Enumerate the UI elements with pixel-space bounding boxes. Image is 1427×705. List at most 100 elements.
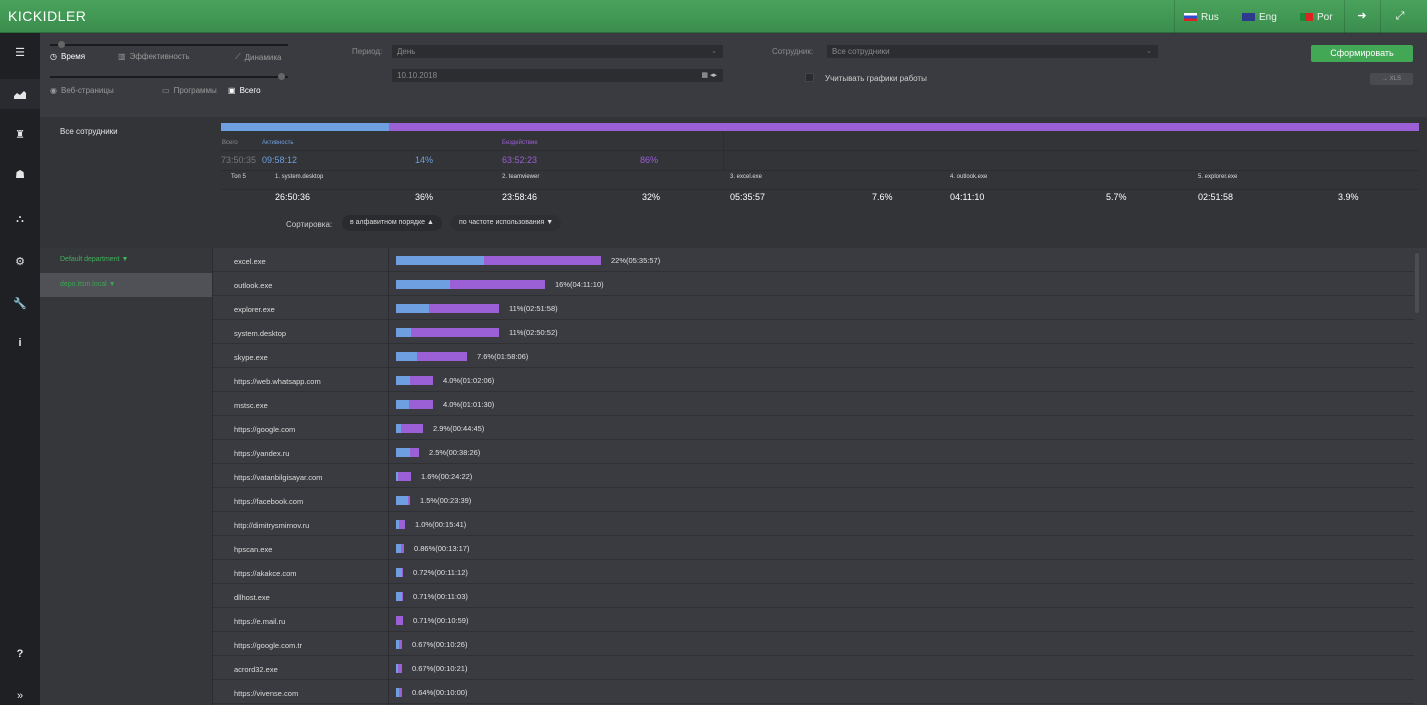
row-divider [389,319,1414,320]
department-list: Default department ▼ depo.itsm.local ▼ [40,248,212,705]
chart-icon[interactable] [0,79,40,109]
tools-icon[interactable]: 🔧 [13,297,27,310]
mode-slider-knob[interactable] [58,41,65,48]
usage-bar-label: 7.6%(01:58:06) [477,352,529,361]
mode-time-radio[interactable]: ◷ Время [50,52,85,61]
total-value: 73:50:35 [221,155,257,165]
usage-bar-activity [396,424,401,433]
topbar-divider [1344,0,1345,33]
app-name: acrord32.exe [234,665,278,674]
row-divider [213,631,389,632]
row-divider [389,343,1414,344]
app-name: https://vatanbilgisayar.com [234,473,323,482]
row-divider [213,439,389,440]
row-divider [213,583,389,584]
row-divider [213,463,389,464]
usage-bar [396,472,411,481]
app-name: https://yandex.ru [234,449,290,458]
app-name: https://vivense.com [234,689,299,698]
mode-dynamics-radio[interactable]: ⟋ Динамика [235,52,281,62]
row-divider [213,535,389,536]
lang-por-button[interactable]: Por [1300,10,1333,24]
row-divider [389,295,1414,296]
idle-value: 63:52:23 [502,155,538,165]
usage-bar-label: 0.86%(00:13:17) [414,544,470,553]
department-depo[interactable]: depo.itsm.local ▼ [40,273,212,297]
top5-percent: 5.7% [1106,192,1127,202]
sort-alpha-button[interactable]: в алфавитном порядке ▲ [342,215,442,231]
list-icon[interactable]: ☰ [15,46,25,59]
top5-time: 02:51:58 [1198,192,1234,202]
sidebar: ☰ ♜ ☗ ⛬ ⚙ 🔧 i ? » [0,33,40,705]
app-name: skype.exe [234,353,268,362]
row-divider [389,511,1414,512]
usage-bar [396,664,402,673]
usage-bar-label: 2.9%(00:44:45) [433,424,485,433]
expand-icon[interactable]: » [16,690,24,702]
sort-frequency-button[interactable]: по частоте использования ▼ [451,215,562,231]
app-name: excel.exe [234,257,266,266]
mode-dynamics-label: Динамика [244,52,282,62]
usage-bar [396,400,433,409]
export-xls-button[interactable]: → XLS [1370,73,1413,85]
source-slider-knob[interactable] [278,73,285,80]
flag-uk-icon [1242,13,1255,21]
lang-eng-button[interactable]: Eng [1242,10,1277,24]
source-all-radio[interactable]: ▣ Всего [228,86,261,95]
period-select[interactable]: День ⌄ [392,45,723,58]
source-slider-track[interactable] [50,76,288,78]
source-programs-radio[interactable]: ▭ Программы [162,86,217,95]
usage-bar [396,256,601,265]
top5-percent: 7.6% [872,192,893,202]
usage-bar-label: 0.64%(00:10:00) [412,688,468,697]
department-default[interactable]: Default department ▼ [60,256,129,263]
generate-button[interactable]: Сформировать [1311,45,1413,62]
usage-bar-activity [396,472,398,481]
row-divider [389,415,1414,416]
top-bar: KICKIDLER Rus Eng Por ➜ ⤢ [0,0,1427,33]
row-divider [213,295,389,296]
usage-bar-label: 0.67%(00:10:26) [412,640,468,649]
chevron-down-icon: ⌄ [711,48,717,55]
help-icon[interactable]: ? [16,648,24,660]
source-web-radio[interactable]: ◉ Веб-страницы [50,86,114,95]
employee-select[interactable]: Все сотрудники ⌄ [827,45,1158,58]
grid-line [221,170,1419,171]
app-name-column: excel.exe outlook.exe explorer.exe system.d… [212,248,389,705]
usage-bar-activity [396,664,398,673]
mode-efficiency-label: Эффективность [129,52,190,61]
row-divider [213,367,389,368]
schedule-checkbox[interactable] [805,73,814,82]
source-web-label: Веб-страницы [60,86,114,95]
usage-bar-activity [396,592,402,601]
top5-percent: 32% [642,192,661,202]
logout-icon[interactable]: ➜ [1357,10,1367,22]
calendar-icon[interactable]: ▦ ◂▸ [701,72,717,79]
settings-icon[interactable]: ⚙ [15,255,25,268]
line-chart-icon: ⟋ [235,52,241,61]
row-divider [389,559,1414,560]
row-divider [389,679,1414,680]
row-divider [213,607,389,608]
usage-bar [396,520,405,529]
app-name: system.desktop [234,329,287,338]
users-icon[interactable]: ☗ [15,168,25,181]
agent-icon[interactable]: ♜ [15,128,25,141]
usage-bar-activity [396,400,409,409]
top5-name: 2. teamviewer [502,174,540,180]
lang-rus-button[interactable]: Rus [1184,10,1219,24]
date-input[interactable]: 10.10.2018 ▦ ◂▸ [392,69,723,82]
structure-icon[interactable]: ⛬ [16,212,24,225]
info-icon[interactable]: i [18,337,22,349]
scrollbar[interactable] [1415,253,1419,313]
source-programs-label: Программы [173,86,217,95]
row-divider [389,487,1414,488]
period-value: День [397,47,416,56]
mode-slider-track[interactable] [50,44,288,46]
row-divider [389,607,1414,608]
fullscreen-icon[interactable]: ⤢ [1395,10,1405,22]
mode-efficiency-radio[interactable]: ▥ Эффективность [118,52,190,61]
usage-bar [396,328,499,337]
app-name: https://google.com [234,425,296,434]
row-divider [389,439,1414,440]
